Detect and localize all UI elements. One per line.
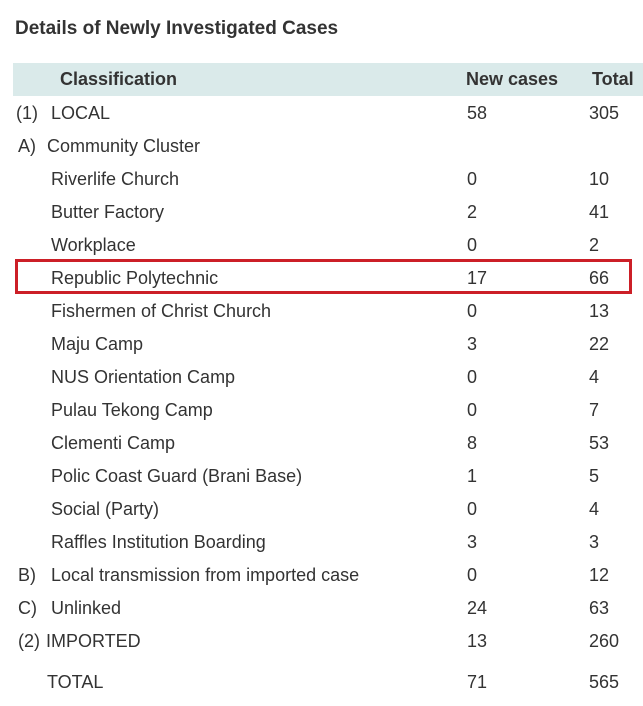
row-prefix: C) xyxy=(18,598,37,618)
row-label: Pulau Tekong Camp xyxy=(51,400,213,420)
row-new-cases: 0 xyxy=(467,499,478,519)
table-row: (1) LOCAL 58 305 xyxy=(0,96,643,129)
table-row: Riverlife Church 0 10 xyxy=(0,162,643,195)
row-total: 565 xyxy=(589,672,620,692)
row-new-cases: 17 xyxy=(467,268,488,288)
row-label: Butter Factory xyxy=(51,202,165,222)
table-row: (2) IMPORTED 13 260 xyxy=(0,624,643,657)
table-row: Butter Factory 2 41 xyxy=(0,195,643,228)
row-total: 7 xyxy=(589,400,600,420)
table-row: Polic Coast Guard (Brani Base) 1 5 xyxy=(0,459,643,492)
row-prefix: B) xyxy=(18,565,36,585)
table-row: Pulau Tekong Camp 0 7 xyxy=(0,393,643,426)
row-new-cases: 0 xyxy=(467,301,478,321)
column-header-classification: Classification xyxy=(60,69,178,89)
row-total: 66 xyxy=(589,268,610,288)
table-row: Republic Polytechnic 17 66 xyxy=(0,261,643,294)
row-total: 3 xyxy=(589,532,600,552)
column-header-new-cases: New cases xyxy=(466,69,559,89)
row-total: 2 xyxy=(589,235,600,255)
row-label: Clementi Camp xyxy=(51,433,176,453)
row-label: NUS Orientation Camp xyxy=(51,367,236,387)
row-total: 41 xyxy=(589,202,610,222)
row-new-cases: 2 xyxy=(467,202,478,222)
row-label: Raffles Institution Boarding xyxy=(51,532,266,552)
table-row: B) Local transmission from imported case 0… xyxy=(0,558,643,591)
row-label: Riverlife Church xyxy=(51,169,180,189)
table-row: NUS Orientation Camp 0 4 xyxy=(0,360,643,393)
table-row: TOTAL 71 565 xyxy=(0,665,643,698)
table-header: Classification New cases Total xyxy=(13,63,643,96)
row-total: 10 xyxy=(589,169,610,189)
row-new-cases: 0 xyxy=(467,235,478,255)
row-total: 4 xyxy=(589,499,600,519)
row-label: Unlinked xyxy=(51,598,122,618)
highlight-box xyxy=(15,259,632,294)
row-total: 53 xyxy=(589,433,610,453)
column-header-total: Total xyxy=(592,69,634,89)
row-total: 260 xyxy=(589,631,620,651)
row-new-cases: 24 xyxy=(467,598,488,618)
row-total: 305 xyxy=(589,103,620,123)
row-new-cases: 13 xyxy=(467,631,488,651)
row-label: Maju Camp xyxy=(51,334,144,354)
row-total: 5 xyxy=(589,466,600,486)
row-new-cases: 3 xyxy=(467,334,478,354)
row-prefix: (1) xyxy=(16,103,38,123)
row-prefix: (2) xyxy=(18,631,40,651)
row-label: Fishermen of Christ Church xyxy=(51,301,272,321)
row-label: Workplace xyxy=(51,235,136,255)
page-title: Details of Newly Investigated Cases xyxy=(15,18,339,39)
row-total: 22 xyxy=(589,334,610,354)
table-row: A) Community Cluster xyxy=(0,129,643,162)
row-new-cases: 0 xyxy=(467,169,478,189)
row-new-cases: 0 xyxy=(467,367,478,387)
row-prefix: A) xyxy=(18,136,36,156)
row-label: Polic Coast Guard (Brani Base) xyxy=(51,466,303,486)
row-total: 4 xyxy=(589,367,600,387)
row-total: 13 xyxy=(589,301,610,321)
row-label: IMPORTED xyxy=(46,631,141,651)
table-row: Fishermen of Christ Church 0 13 xyxy=(0,294,643,327)
table-row: Workplace 0 2 xyxy=(0,228,643,261)
row-new-cases: 3 xyxy=(467,532,478,552)
row-label: LOCAL xyxy=(51,103,111,123)
row-new-cases: 8 xyxy=(467,433,478,453)
row-label: Republic Polytechnic xyxy=(51,268,219,288)
table-row: Clementi Camp 8 53 xyxy=(0,426,643,459)
table-row: C) Unlinked 24 63 xyxy=(0,591,643,624)
row-new-cases: 0 xyxy=(467,400,478,420)
table-row: Social (Party) 0 4 xyxy=(0,492,643,525)
table-row: Raffles Institution Boarding 3 3 xyxy=(0,525,643,558)
row-label: Community Cluster xyxy=(47,136,201,156)
row-new-cases: 1 xyxy=(467,466,478,486)
table-row: Maju Camp 3 22 xyxy=(0,327,643,360)
row-new-cases: 58 xyxy=(467,103,488,123)
row-new-cases: 0 xyxy=(467,565,478,585)
row-total: 12 xyxy=(589,565,610,585)
row-label: Social (Party) xyxy=(51,499,160,519)
row-label: Local transmission from imported case xyxy=(51,565,360,585)
row-new-cases: 71 xyxy=(467,672,488,692)
row-total: 63 xyxy=(589,598,610,618)
row-label: TOTAL xyxy=(47,672,104,692)
